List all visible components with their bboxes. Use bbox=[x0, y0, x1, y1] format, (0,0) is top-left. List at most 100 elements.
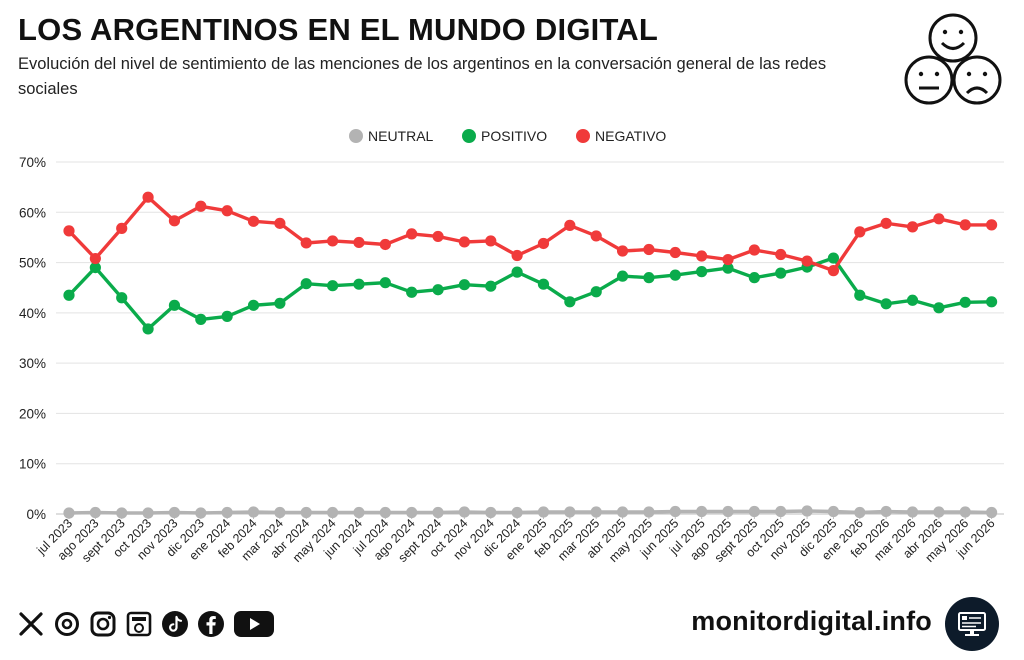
data-point-positivo bbox=[89, 262, 101, 274]
data-point-neutral bbox=[722, 505, 734, 518]
data-point-neutral bbox=[379, 506, 391, 519]
data-point-negativo bbox=[406, 228, 418, 240]
y-axis: 0% 10% 20% 30% 40% 50% 60% 70% bbox=[19, 155, 46, 522]
instagram-icon[interactable] bbox=[88, 609, 118, 639]
data-point-positivo bbox=[880, 298, 892, 310]
data-point-neutral bbox=[537, 506, 550, 518]
data-point-negativo bbox=[63, 225, 75, 237]
sad-face-icon bbox=[952, 55, 1002, 105]
data-point-negativo bbox=[537, 237, 550, 250]
y-tick-label: 70% bbox=[19, 155, 46, 170]
data-point-neutral bbox=[959, 506, 971, 518]
data-point-positivo bbox=[775, 267, 787, 279]
data-point-negativo bbox=[327, 235, 339, 247]
legend-label-positivo: POSITIVO bbox=[481, 128, 547, 144]
data-point-negativo bbox=[300, 237, 312, 249]
chart-legend: NEUTRAL POSITIVO NEGATIVO bbox=[349, 128, 666, 144]
y-tick-label: 20% bbox=[19, 406, 46, 421]
data-point-neutral bbox=[168, 506, 181, 519]
data-point-negativo bbox=[168, 215, 181, 227]
monitor-icon bbox=[945, 597, 999, 651]
data-point-positivo bbox=[537, 278, 550, 290]
series-positivo bbox=[63, 252, 998, 335]
data-point-positivo bbox=[63, 289, 75, 301]
data-point-negativo bbox=[590, 230, 602, 242]
data-point-negativo bbox=[116, 222, 128, 234]
data-point-negativo bbox=[274, 217, 286, 229]
legend-marker-neutral bbox=[349, 129, 363, 143]
threads-icon[interactable] bbox=[52, 609, 82, 639]
series-neutral bbox=[63, 505, 998, 519]
data-point-negativo bbox=[432, 230, 444, 243]
data-point-negativo bbox=[880, 217, 892, 229]
y-tick-label: 40% bbox=[19, 306, 46, 321]
data-point-neutral bbox=[801, 505, 813, 517]
tiktok-icon[interactable] bbox=[160, 609, 190, 639]
data-point-negativo bbox=[775, 248, 787, 261]
data-point-positivo bbox=[247, 299, 260, 311]
data-point-positivo bbox=[696, 266, 708, 278]
data-point-positivo bbox=[221, 310, 233, 322]
data-point-positivo bbox=[933, 302, 945, 314]
data-point-neutral bbox=[274, 506, 286, 519]
data-point-negativo bbox=[458, 236, 470, 248]
series-line-neutral bbox=[67, 509, 994, 515]
data-point-positivo bbox=[300, 278, 312, 290]
data-point-neutral bbox=[300, 506, 312, 519]
data-point-negativo bbox=[986, 219, 998, 231]
data-point-positivo bbox=[406, 286, 418, 298]
data-point-positivo bbox=[669, 269, 681, 281]
data-point-neutral bbox=[696, 505, 708, 518]
brand-name: monitordigital.info bbox=[691, 606, 932, 636]
data-point-negativo bbox=[379, 238, 391, 251]
data-point-negativo bbox=[643, 243, 655, 256]
data-point-negativo bbox=[195, 200, 207, 212]
series-line-negativo bbox=[67, 195, 994, 273]
data-point-positivo bbox=[274, 297, 286, 309]
data-point-neutral bbox=[511, 506, 523, 519]
data-point-positivo bbox=[485, 280, 497, 292]
data-point-neutral bbox=[669, 505, 681, 518]
y-tick-label: 0% bbox=[26, 507, 46, 522]
data-point-neutral bbox=[221, 506, 233, 519]
chart-series bbox=[63, 191, 998, 519]
data-point-neutral bbox=[827, 505, 840, 518]
data-point-negativo bbox=[959, 219, 971, 231]
data-point-neutral bbox=[116, 507, 128, 519]
data-point-negativo bbox=[801, 255, 813, 267]
data-point-positivo bbox=[827, 252, 840, 264]
data-point-positivo bbox=[564, 296, 576, 308]
data-point-positivo bbox=[432, 284, 444, 296]
data-point-neutral bbox=[906, 506, 919, 518]
data-point-positivo bbox=[986, 296, 998, 308]
page-subtitle: Evolución del nivel de sentimiento de la… bbox=[18, 55, 827, 98]
x-icon[interactable] bbox=[16, 609, 46, 639]
sentiment-faces-icon bbox=[904, 13, 1002, 105]
data-point-neutral bbox=[458, 506, 470, 518]
data-point-positivo bbox=[959, 296, 971, 308]
data-point-positivo bbox=[168, 299, 181, 311]
news-icon[interactable] bbox=[124, 609, 154, 639]
data-point-negativo bbox=[142, 191, 154, 203]
series-negativo bbox=[63, 191, 998, 277]
legend-label-neutral: NEUTRAL bbox=[368, 128, 434, 144]
data-point-negativo bbox=[854, 226, 866, 238]
data-point-neutral bbox=[247, 506, 260, 518]
facebook-icon[interactable] bbox=[196, 609, 226, 639]
data-point-positivo bbox=[722, 262, 734, 274]
y-tick-label: 60% bbox=[19, 205, 46, 220]
data-point-neutral bbox=[432, 506, 444, 519]
happy-face-icon bbox=[928, 13, 978, 63]
data-point-positivo bbox=[327, 280, 339, 292]
series-line-positivo bbox=[67, 256, 994, 331]
data-point-positivo bbox=[379, 277, 391, 289]
data-point-neutral bbox=[485, 506, 497, 519]
data-point-negativo bbox=[511, 249, 523, 262]
data-point-positivo bbox=[195, 313, 207, 325]
data-point-negativo bbox=[564, 219, 576, 231]
data-point-positivo bbox=[906, 294, 919, 306]
youtube-icon[interactable] bbox=[232, 609, 276, 639]
data-point-neutral bbox=[195, 507, 207, 519]
y-tick-label: 30% bbox=[19, 356, 46, 371]
